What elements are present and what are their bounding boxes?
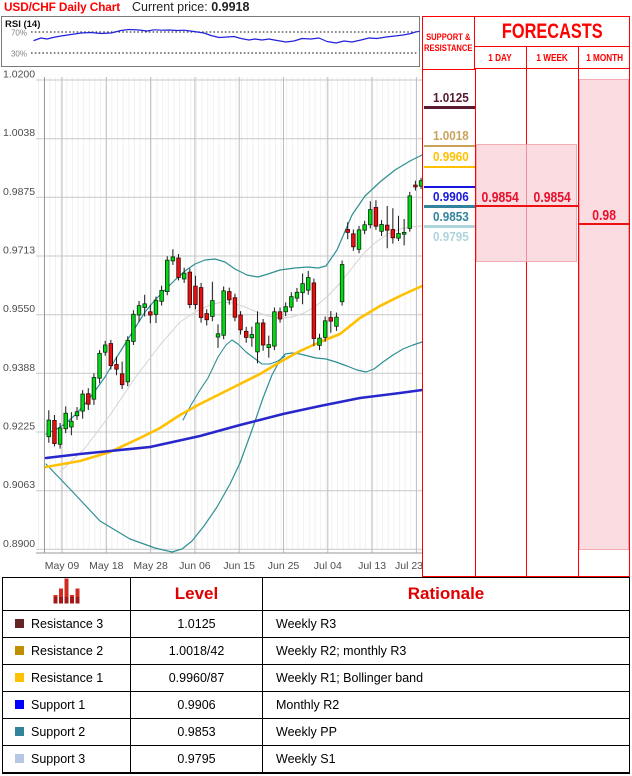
svg-text:RSI (14): RSI (14) [5,19,40,30]
svg-text:Jun 15: Jun 15 [223,560,255,572]
svg-text:May 28: May 28 [133,560,168,572]
svg-text:0.9225: 0.9225 [3,421,35,433]
svg-text:Jul 13: Jul 13 [358,560,386,572]
svg-text:Jul 23: Jul 23 [395,560,423,572]
svg-text:70%: 70% [11,29,27,38]
svg-text:1.0200: 1.0200 [3,69,35,81]
svg-text:Jun 06: Jun 06 [179,560,211,572]
svg-text:0.8900: 0.8900 [3,538,35,550]
svg-text:30%: 30% [11,50,27,59]
svg-text:0.9550: 0.9550 [3,303,35,315]
svg-text:1.0038: 1.0038 [3,127,35,139]
svg-text:0.9063: 0.9063 [3,479,35,491]
svg-text:May 09: May 09 [45,560,80,572]
svg-text:Jun 25: Jun 25 [268,560,300,572]
svg-text:0.9388: 0.9388 [3,362,35,374]
svg-text:May 18: May 18 [89,560,124,572]
svg-text:0.9875: 0.9875 [3,186,35,198]
svg-text:Jul 04: Jul 04 [314,560,342,572]
svg-text:0.9713: 0.9713 [3,245,35,257]
